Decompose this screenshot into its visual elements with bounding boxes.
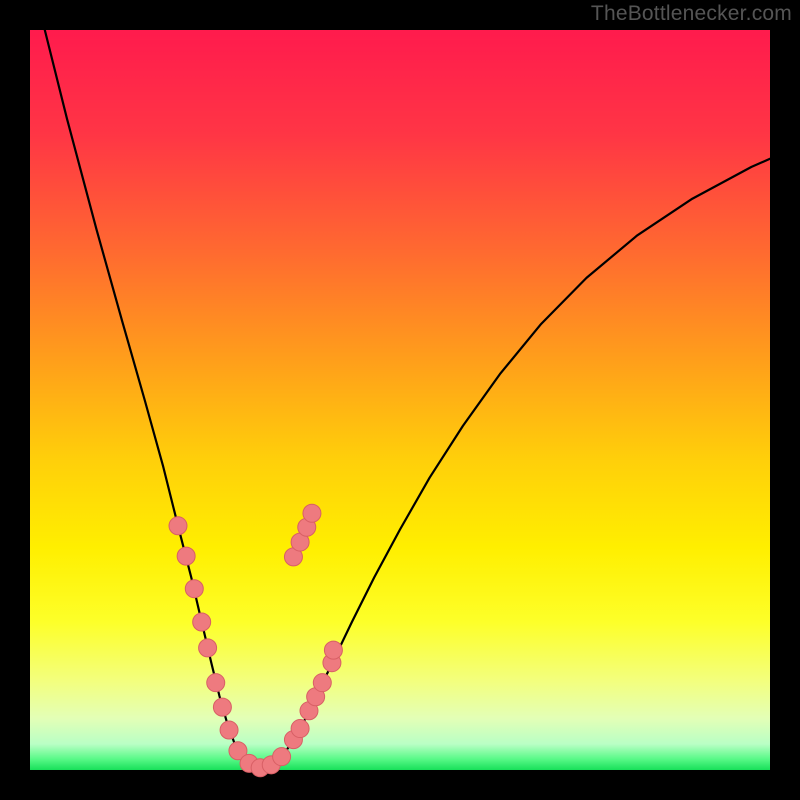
marker-dot bbox=[177, 547, 195, 565]
marker-dot bbox=[291, 720, 309, 738]
bottleneck-chart bbox=[0, 0, 800, 800]
marker-dot bbox=[313, 674, 331, 692]
marker-dot bbox=[220, 721, 238, 739]
marker-dot bbox=[303, 504, 321, 522]
watermark-text: TheBottlenecker.com bbox=[591, 2, 792, 26]
marker-dot bbox=[193, 613, 211, 631]
marker-dot bbox=[199, 639, 217, 657]
marker-dot bbox=[273, 748, 291, 766]
marker-dot bbox=[324, 641, 342, 659]
marker-dot bbox=[185, 580, 203, 598]
plot-background bbox=[30, 30, 770, 770]
marker-dot bbox=[207, 674, 225, 692]
marker-dot bbox=[169, 517, 187, 535]
marker-dot bbox=[213, 698, 231, 716]
